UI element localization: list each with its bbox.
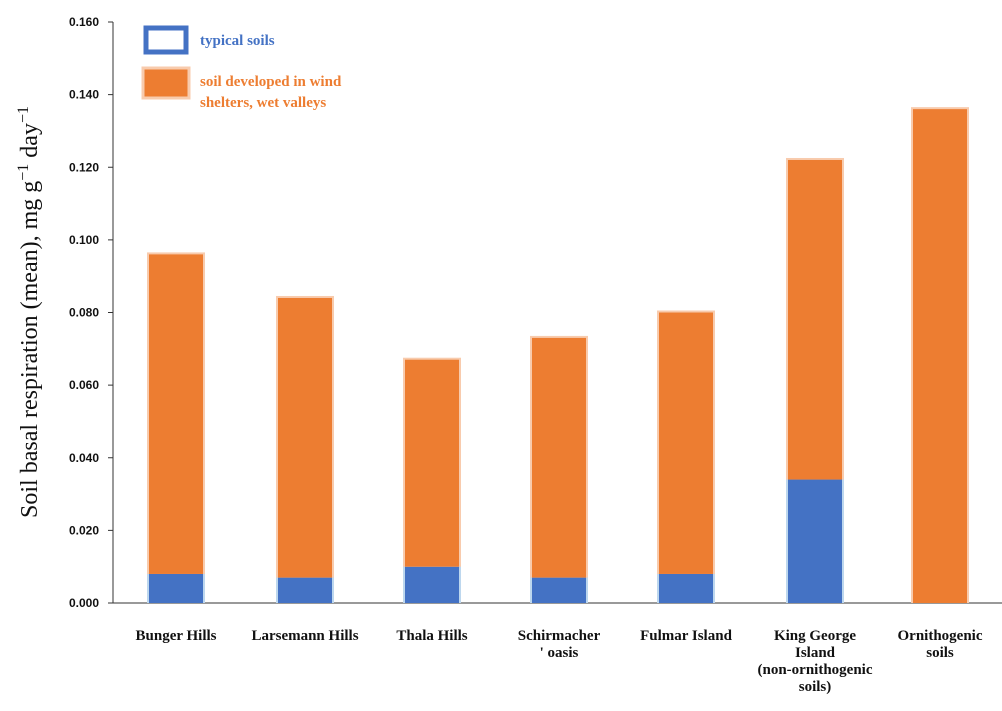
category-label: Fulmar Island <box>640 628 732 644</box>
y-axis-label: Soil basal respiration (mean), mg g−1 da… <box>15 106 43 518</box>
category-label-line: Larsemann Hills <box>251 628 358 644</box>
bar-wind-shelter-soils-2 <box>405 359 459 567</box>
bar-typical-soils-0 <box>149 573 203 603</box>
axes: 0.000 0.020 0.040 0.060 0.080 0.100 0.120 0.140… <box>69 15 1002 610</box>
category-labels: Bunger Hills Larsemann Hills Thala Hills Sc… <box>136 628 983 695</box>
y-tick-label: 0.120 <box>69 160 99 174</box>
bar-wind-shelter-soils-3 <box>532 337 586 578</box>
bar-typical-soils-5 <box>788 479 842 603</box>
category-label-line: soils <box>926 645 954 661</box>
y-tick-label: 0.040 <box>69 451 99 465</box>
y-axis-label-mid: day <box>17 123 43 164</box>
category-label: King George Island (non-ornithogenic soils) <box>757 628 872 695</box>
bar-wind-shelter-soils-4 <box>659 312 713 574</box>
category-label: Schirmacher ' oasis <box>518 628 601 661</box>
category-label-line: Bunger Hills <box>136 628 217 644</box>
category-label-line: (non-ornithogenic <box>757 662 872 678</box>
bars <box>147 107 969 604</box>
category-label: Thala Hills <box>396 628 467 644</box>
legend-label-line-2: shelters, wet valleys <box>200 95 326 111</box>
bar-typical-soils-2 <box>405 566 459 603</box>
category-label-line: King George <box>774 628 856 644</box>
bar-wind-shelter-soils-1 <box>278 297 332 578</box>
legend-swatch-wind-shelter-soils <box>141 66 191 100</box>
category-label: Ornithogenic soils <box>898 628 983 661</box>
category-label-line: Ornithogenic <box>898 628 983 644</box>
bar-wind-shelter-soils-5 <box>788 159 842 480</box>
bar-wind-shelter-soils-0 <box>149 254 203 574</box>
y-tick-label: 0.020 <box>69 523 99 537</box>
category-label: Bunger Hills <box>136 628 217 644</box>
category-label-line: soils) <box>799 679 832 695</box>
y-tick-label: 0.160 <box>69 15 99 29</box>
category-label-line: ' oasis <box>540 645 579 661</box>
y-axis-label-main: Soil basal respiration (mean), mg g <box>17 181 43 518</box>
category-label-line: Fulmar Island <box>640 628 732 644</box>
y-tick-label: 0.000 <box>69 596 99 610</box>
category-label-line: Island <box>795 645 836 661</box>
bar-typical-soils-1 <box>278 577 332 603</box>
legend-label-line-1: soil developed in wind <box>200 74 342 90</box>
y-tick-label: 0.060 <box>69 378 99 392</box>
y-tick-label: 0.140 <box>69 88 99 102</box>
bar-wind-shelter-soils-6 <box>913 109 967 604</box>
y-axis-label-sup1: −1 <box>15 164 32 181</box>
bar-typical-soils-3 <box>532 577 586 603</box>
y-tick-label: 0.100 <box>69 233 99 247</box>
legend-label-wind-shelter-soils: soil developed in wind shelters, wet val… <box>200 74 345 111</box>
y-axis-label-sup2: −1 <box>15 106 32 123</box>
category-label-line: Thala Hills <box>396 628 467 644</box>
bar-typical-soils-4 <box>659 573 713 603</box>
category-label-line: Schirmacher <box>518 628 601 644</box>
legend: typical soils soil developed in wind she… <box>141 25 345 111</box>
category-label: Larsemann Hills <box>251 628 358 644</box>
y-tick-label: 0.080 <box>69 306 99 320</box>
legend-label-typical-soils: typical soils <box>200 33 275 49</box>
legend-swatch-typical-soils <box>143 25 189 55</box>
